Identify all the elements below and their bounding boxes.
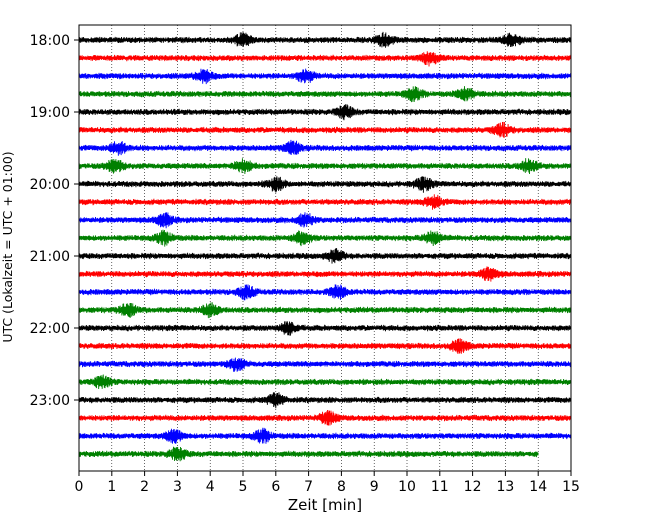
trace-22:45 [78,374,572,389]
y-tick-label: 22:00 [30,321,70,337]
x-tick-label: 13 [496,479,514,495]
trace-19:45 [78,158,572,174]
trace-23:45 [78,446,539,462]
x-tick-label: 0 [75,479,84,495]
y-tick-label: 19:00 [30,105,70,121]
y-axis-label: UTC (Lokalzeit = UTC + 01:00) [0,151,15,342]
trace-18:00 [78,31,572,48]
trace-19:15 [78,121,572,138]
trace-19:00 [78,104,572,121]
trace-23:15 [78,409,572,426]
trace-21:45 [78,302,572,319]
trace-23:30 [78,427,572,444]
trace-18:30 [78,68,572,85]
trace-21:15 [78,266,572,282]
y-axis-ticks: 18:00 19:00 20:00 21:00 22:00 23:00 [30,33,79,409]
x-tick-label: 14 [529,479,547,495]
x-tick-label: 6 [271,479,280,495]
x-tick-label: 9 [370,479,379,495]
trace-18:45 [78,86,572,103]
x-tick-label: 4 [206,479,215,495]
trace-22:00 [78,321,572,336]
y-tick-label: 18:00 [30,33,70,49]
plot-frame [78,24,572,472]
trace-21:00 [78,248,572,264]
trace-23:00 [78,391,572,409]
trace-20:15 [78,194,572,210]
x-tick-label: 10 [398,479,416,495]
x-tick-label: 15 [562,479,580,495]
trace-20:45 [78,229,572,247]
trace-20:30 [78,212,572,229]
x-tick-label: 5 [239,479,248,495]
trace-21:30 [78,284,572,301]
trace-22:15 [78,338,572,354]
trace-22:30 [78,357,572,372]
trace-18:15 [78,51,572,67]
x-axis-label: Zeit [min] [288,496,362,514]
x-axis-ticks: 0 1 2 3 4 5 6 7 8 9 10 11 12 13 14 15 [75,471,580,495]
x-tick-label: 1 [107,479,116,495]
traces [78,31,572,462]
y-tick-label: 23:00 [30,393,70,409]
trace-20:00 [78,176,572,193]
x-tick-label: 3 [173,479,182,495]
x-tick-label: 12 [464,479,482,495]
x-tick-label: 2 [140,479,149,495]
trace-19:30 [78,139,572,156]
x-tick-label: 7 [304,479,313,495]
x-tick-label: 8 [337,479,346,495]
x-tick-label: 11 [431,479,449,495]
y-tick-label: 20:00 [30,177,70,193]
y-tick-label: 21:00 [30,249,70,265]
grid-lines [111,25,539,471]
